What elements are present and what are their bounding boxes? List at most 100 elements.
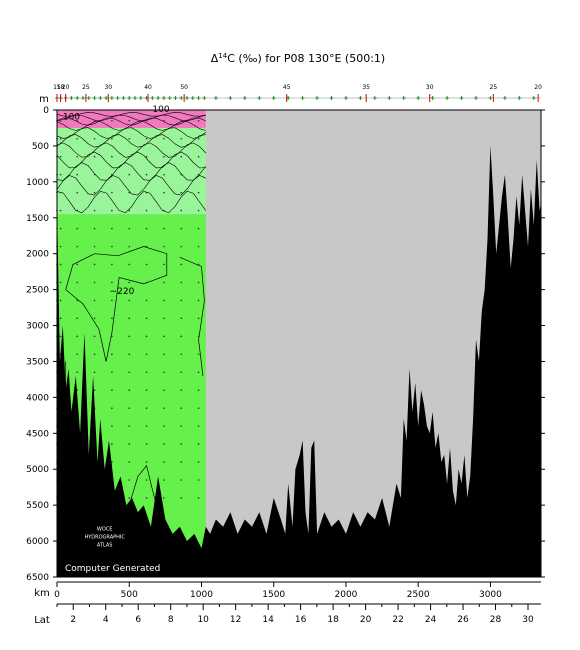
sample-dot-199 [197,137,200,140]
sample-dot-176 [180,119,183,122]
sample-dot-150 [145,443,148,445]
sample-dot-105 [111,425,113,427]
sample-dot-130 [128,479,131,481]
sample-dot-31 [59,281,62,284]
sample-dot-73 [93,245,96,248]
sample-dot-217 [197,461,200,463]
sample-dot-57 [76,353,79,356]
stamp-line-2: ATLAS [97,542,113,548]
sample-dot-119 [128,281,131,284]
sample-dot-99 [111,317,113,320]
y-tick-label-3000: 3000 [26,322,49,332]
station-label-6: 50 [180,84,188,91]
sample-dot-56 [76,335,79,338]
chart-title: Δ14C (‰) for P08 130°E (500:1) [211,52,385,65]
x-tick-label-2500: 2500 [407,590,430,600]
sample-dot-190 [180,371,183,374]
station-label-10: 25 [490,84,498,91]
sample-dot-118 [128,263,131,266]
x-axis: 0 500 1000 1500 2000 2500 3000 [54,581,541,600]
sample-dot-198 [197,119,200,122]
sample-dot-136 [145,191,148,194]
sample-dot-123 [128,353,131,356]
contour-line-10 [56,190,207,214]
sample-dot-23 [59,137,62,140]
sample-dot-139 [145,245,148,248]
title-superscript: 14 [218,52,227,60]
x-tick-label-1500: 1500 [262,590,285,600]
lat-tick-label-4: 4 [103,615,109,625]
sample-dot-135 [145,173,148,176]
lat-tick-label-2: 2 [70,615,76,625]
sample-dot-152 [145,479,148,481]
sample-dot-148 [145,407,148,409]
lat-tick-label-24: 24 [425,615,437,625]
plot-frame [56,109,542,578]
station-label-9: 30 [426,84,434,91]
contour-line-2 [56,117,206,126]
station-label-2: 20 [62,84,70,91]
sample-dot-98 [111,299,113,302]
sample-dot-209 [197,317,200,320]
station-label-0: 15 [53,84,61,91]
lat-tick-label-14: 14 [262,615,274,625]
lat-tick-label-18: 18 [327,615,339,625]
lat-tick-label-16: 16 [295,615,307,625]
y-tick-label-6000: 6000 [26,537,49,547]
sample-dot-141 [145,281,148,284]
station-label-11: 20 [534,84,542,91]
y-tick-label-5500: 5500 [26,501,49,511]
y-tick-label-4000: 4000 [26,393,49,403]
sample-dot-79 [93,353,96,356]
sample-dot-174 [163,479,165,481]
contour-line-9 [56,175,206,196]
sample-dot-177 [180,137,183,140]
sample-dot-160 [163,227,165,230]
lat-tick-label-28: 28 [490,615,502,625]
sample-dot-134 [145,155,148,158]
x-tick-label-3000: 3000 [479,590,502,600]
title-rest: C (‰) for P08 130°E (500:1) [227,52,385,65]
sample-dot-204 [197,227,200,230]
sample-dot-171 [163,425,165,427]
sample-dot-165 [163,317,165,320]
sample-dot-193 [180,425,183,427]
sample-dot-51 [76,245,79,248]
sample-dot-32 [59,299,62,302]
sample-dot-81 [93,389,96,392]
lat-axis-label: Lat [34,615,50,626]
sample-dot-154 [163,119,165,122]
y-tick-label-4500: 4500 [26,429,49,439]
sample-dot-121 [128,317,131,320]
sample-dot-147 [145,389,148,392]
sample-dot-69 [93,173,96,176]
sample-dot-206 [197,263,200,266]
sample-dot-213 [197,389,200,392]
sample-dot-111 [128,137,131,140]
sample-dot-115 [128,209,131,212]
sample-dot-203 [197,209,200,212]
sample-dot-197 [180,497,183,499]
station-label-4: 30 [104,84,112,91]
sample-dot-88 [111,119,113,122]
contour-line-4 [56,127,206,139]
sample-dot-210 [197,335,200,338]
sample-dot-162 [163,263,165,266]
sample-dot-132 [145,119,148,122]
sample-dot-89 [111,137,113,140]
sample-dot-207 [197,281,200,284]
sample-dot-24 [59,155,62,158]
sample-dot-155 [163,137,165,140]
computer-generated-label: Computer Generated [65,564,160,574]
sample-dot-114 [128,191,131,194]
sample-dot-211 [197,353,200,356]
sample-dot-45 [76,137,79,140]
station-label-7: 45 [283,84,291,91]
sample-dot-52 [76,263,79,266]
title-delta: Δ [211,52,219,65]
sample-dot-205 [197,245,200,248]
sample-dot-127 [128,425,131,427]
sample-dot-126 [128,407,131,409]
sample-dot-182 [180,227,183,230]
